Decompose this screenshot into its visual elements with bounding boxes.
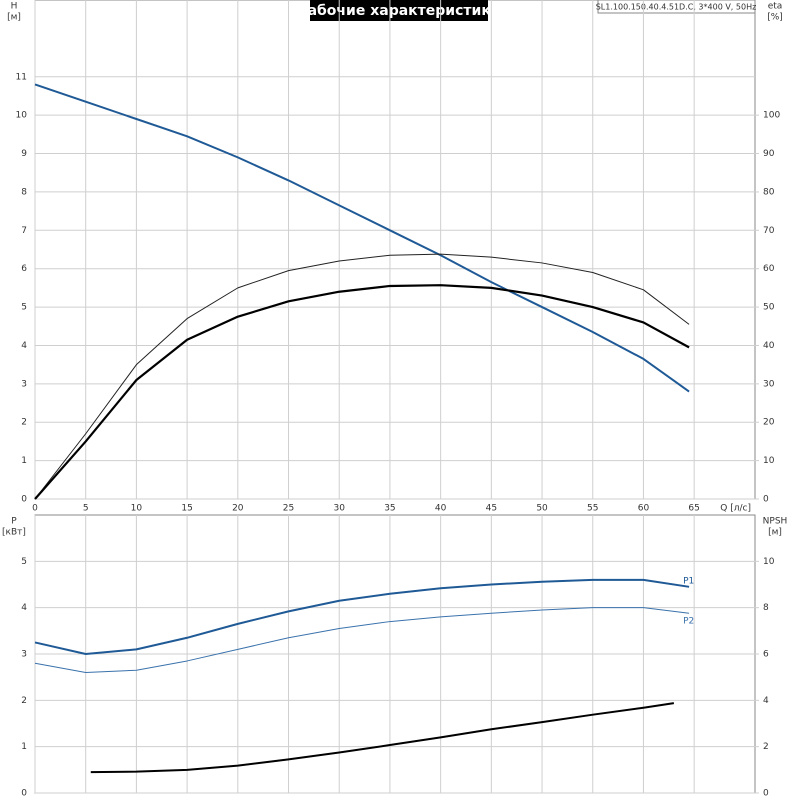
y2-tick-label: 4	[763, 696, 769, 706]
y2-axis-label: eta	[768, 2, 783, 12]
y-tick-label: 4	[21, 341, 27, 351]
top-frame	[34, 0, 756, 500]
x-tick-label: 35	[384, 504, 395, 514]
y2-tick-label: 60	[763, 264, 775, 274]
x-tick-label: 65	[688, 504, 699, 514]
y2-tick-label: 2	[763, 742, 769, 752]
series-label: P1	[683, 576, 694, 586]
series-line	[34, 83, 690, 393]
series-line	[34, 284, 690, 500]
y2-tick-label: 70	[763, 226, 775, 236]
y-axis-unit: [кВт]	[2, 528, 26, 538]
x-tick-label: 25	[283, 504, 294, 514]
y-tick-label: 0	[21, 495, 27, 505]
y2-tick-label: 0	[763, 495, 769, 505]
y2-tick-label: 50	[763, 303, 775, 313]
x-tick-label: 55	[587, 504, 598, 514]
y-tick-label: 2	[21, 418, 27, 428]
y2-tick-label: 8	[763, 603, 769, 613]
y2-axis-unit: [%]	[767, 13, 783, 23]
y2-tick-label: 30	[763, 379, 775, 389]
series-line	[34, 253, 690, 500]
x-tick-label: 5	[83, 504, 89, 514]
series-line	[34, 607, 690, 674]
y2-tick-label: 10	[763, 456, 775, 466]
x-tick-label: 50	[536, 504, 548, 514]
y-tick-label: 7	[21, 226, 27, 236]
y2-tick-label: 40	[763, 341, 775, 351]
series-label: P2	[683, 617, 694, 627]
y2-tick-label: 6	[763, 650, 769, 660]
y2-tick-label: 20	[763, 418, 775, 428]
x-tick-label: 20	[232, 504, 244, 514]
y-tick-label: 8	[21, 187, 27, 197]
title: Рабочие характеристики	[297, 3, 500, 19]
y-tick-label: 10	[16, 111, 28, 121]
pump-label: SL1.100.150.40.4.51D.C, 3*400 V, 50Hz	[596, 3, 757, 12]
x-tick-label: 10	[131, 504, 143, 514]
y-tick-label: 1	[21, 456, 27, 466]
y-tick-label: 2	[21, 696, 27, 706]
y-tick-label: 5	[21, 303, 27, 313]
y-axis-label: H	[11, 2, 18, 12]
y-axis-label: P	[11, 517, 17, 527]
y-tick-label: 11	[16, 72, 27, 82]
y2-axis-unit: [м]	[768, 528, 782, 538]
y-tick-label: 0	[21, 789, 27, 799]
y-tick-label: 3	[21, 650, 27, 660]
x-tick-label: 30	[333, 504, 345, 514]
y2-axis-label: NPSH	[763, 517, 788, 527]
y2-tick-label: 80	[763, 187, 775, 197]
y2-tick-label: 100	[763, 111, 780, 121]
y2-tick-label: 90	[763, 149, 775, 159]
x-axis-label: Q [л/с]	[720, 504, 751, 514]
title-box	[310, 0, 488, 21]
x-tick-label: 40	[435, 504, 447, 514]
y-tick-label: 1	[21, 742, 27, 752]
y-tick-label: 3	[21, 379, 27, 389]
y-tick-label: 9	[21, 149, 27, 159]
x-tick-label: 0	[32, 504, 38, 514]
y2-tick-label: 0	[763, 789, 769, 799]
x-tick-label: 15	[181, 504, 192, 514]
x-tick-label: 45	[486, 504, 497, 514]
y-tick-label: 5	[21, 557, 27, 567]
y2-tick-label: 10	[763, 557, 775, 567]
y-tick-label: 6	[21, 264, 27, 274]
y-tick-label: 4	[21, 603, 27, 613]
y-axis-unit: [м]	[7, 13, 21, 23]
series-line	[90, 702, 675, 774]
pump-label-box	[597, 0, 756, 14]
x-tick-label: 60	[638, 504, 650, 514]
series-line	[34, 578, 690, 655]
